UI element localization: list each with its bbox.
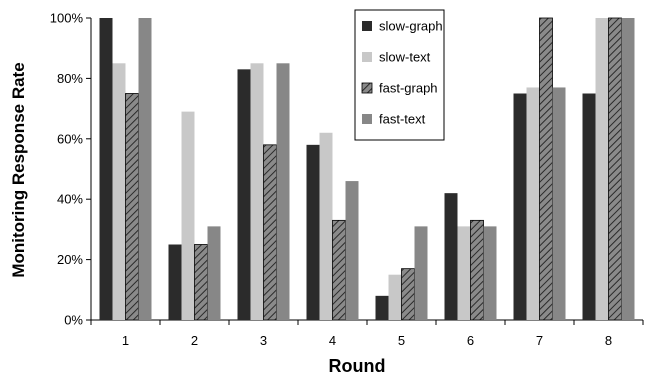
x-tick-label: 3 — [260, 333, 267, 348]
bar-slow-graph-round-4 — [306, 144, 320, 320]
bar-fast-text-round-4 — [345, 181, 359, 320]
y-tick-label: 60% — [57, 131, 83, 146]
bar-fast-graph-round-8 — [608, 17, 622, 321]
legend-swatch-slow-graph — [362, 21, 372, 31]
bar-slow-graph-round-3 — [237, 69, 251, 320]
bar-slow-graph-round-5 — [375, 295, 389, 320]
bar-fast-text-round-3 — [276, 63, 290, 321]
y-tick-label: 80% — [57, 71, 83, 86]
bar-fast-graph-round-1 — [125, 93, 139, 321]
bar-slow-graph-round-7 — [513, 93, 527, 320]
bar-slow-graph-round-2 — [168, 244, 182, 320]
bar-slow-text-round-3 — [250, 63, 264, 321]
x-tick-label: 7 — [536, 333, 543, 348]
bar-fast-graph-round-7 — [539, 17, 553, 321]
legend-swatch-fast-text — [362, 114, 372, 124]
legend-label-fast-text: fast-text — [379, 112, 426, 127]
y-tick-label: 100% — [50, 11, 84, 26]
legend-label-fast-graph: fast-graph — [379, 81, 438, 96]
x-tick-label: 2 — [191, 333, 198, 348]
bar-fast-text-round-5 — [414, 226, 428, 320]
bar-fast-graph-round-6 — [470, 219, 484, 321]
bar-fast-text-round-7 — [552, 87, 566, 321]
y-axis-title: Monitoring Response Rate — [9, 62, 28, 277]
bar-fast-text-round-1 — [138, 18, 152, 320]
legend-swatch-fast-graph — [361, 82, 373, 94]
x-tick-label: 6 — [467, 333, 474, 348]
legend-label-slow-text: slow-text — [379, 50, 431, 65]
x-tick-label: 1 — [122, 333, 129, 348]
bar-slow-graph-round-1 — [99, 18, 113, 320]
bar-fast-graph-round-5 — [401, 268, 415, 321]
bar-slow-graph-round-6 — [444, 193, 458, 320]
bar-slow-text-round-2 — [181, 111, 195, 321]
y-tick-label: 0% — [64, 313, 83, 328]
bar-slow-graph-round-8 — [582, 93, 596, 320]
bar-fast-graph-round-3 — [263, 144, 277, 321]
bar-slow-text-round-1 — [112, 63, 126, 321]
legend-label-slow-graph: slow-graph — [379, 19, 443, 34]
bar-fast-text-round-8 — [621, 18, 635, 320]
x-tick-label: 8 — [605, 333, 612, 348]
bar-slow-text-round-7 — [526, 87, 540, 321]
x-tick-label: 5 — [398, 333, 405, 348]
x-axis-title: Round — [329, 356, 386, 376]
y-tick-label: 40% — [57, 192, 83, 207]
bar-slow-text-round-6 — [457, 226, 471, 320]
bar-fast-text-round-6 — [483, 226, 497, 320]
bar-fast-graph-round-2 — [194, 244, 208, 321]
y-tick-label: 20% — [57, 252, 83, 267]
x-tick-label: 4 — [329, 333, 336, 348]
bar-fast-text-round-2 — [207, 226, 221, 320]
legend-swatch-slow-text — [362, 52, 372, 62]
bar-slow-text-round-8 — [595, 18, 609, 320]
bar-slow-text-round-4 — [319, 132, 333, 320]
bar-fast-graph-round-4 — [332, 219, 346, 321]
bar-slow-text-round-5 — [388, 274, 402, 320]
